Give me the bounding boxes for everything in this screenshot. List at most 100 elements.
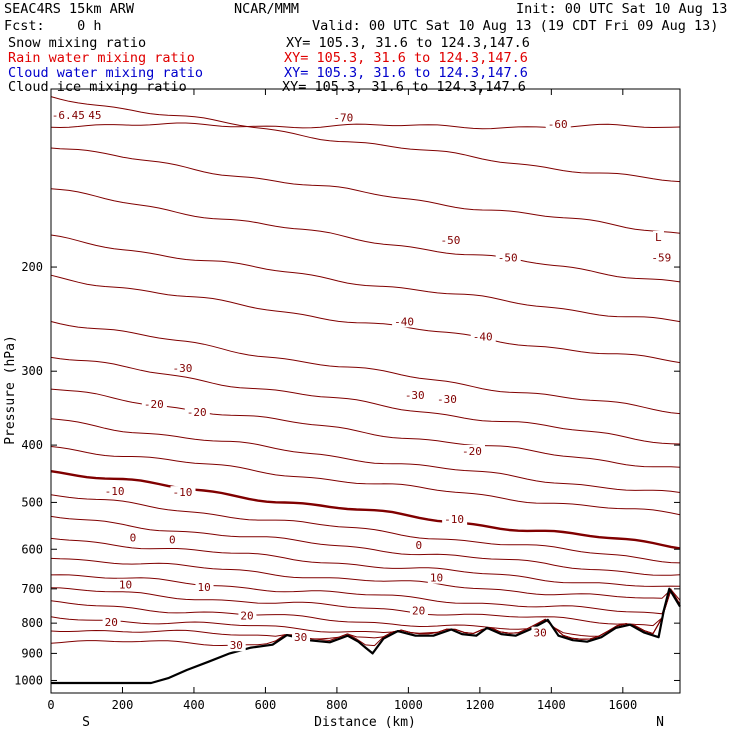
y-tick-label: 400 bbox=[21, 438, 43, 452]
contour-label-bg bbox=[331, 111, 357, 124]
contour-label: -30 bbox=[173, 362, 193, 375]
contour-label-bg bbox=[170, 362, 196, 375]
y-tick-label: 1000 bbox=[14, 673, 43, 687]
contour-label: 0 bbox=[130, 532, 137, 545]
contour-label-bg bbox=[442, 513, 468, 526]
contour-label: L bbox=[655, 231, 662, 244]
contour-label-bg bbox=[649, 251, 675, 264]
plot-frame bbox=[50, 88, 681, 694]
contour-label-bg bbox=[652, 230, 664, 243]
contour-label: -59 bbox=[651, 252, 671, 265]
contour-label: -30 bbox=[437, 393, 457, 406]
contour-label: 10 bbox=[198, 581, 211, 594]
y-tick-label: 300 bbox=[21, 364, 43, 378]
contour-label-bg bbox=[102, 485, 128, 498]
contour-line bbox=[50, 321, 681, 415]
y-tick-label: 700 bbox=[21, 582, 43, 596]
forecast-hour: Fcst: 0 h bbox=[4, 18, 102, 34]
contour-label-bg bbox=[116, 578, 135, 591]
contour-label: 0 bbox=[416, 539, 423, 552]
x-tick-label: 800 bbox=[326, 698, 348, 712]
contour-line bbox=[50, 446, 681, 516]
x-tick-label: 1000 bbox=[394, 698, 423, 712]
contour-label-bg bbox=[409, 604, 428, 617]
contour-label-bg bbox=[238, 609, 257, 622]
contour-label: -6.45 bbox=[52, 109, 85, 122]
contour-label-bg bbox=[195, 580, 214, 593]
contour-line bbox=[50, 588, 681, 637]
contour-label-bg bbox=[127, 531, 139, 544]
x-tick-label: 1600 bbox=[608, 698, 637, 712]
contour-label: 20 bbox=[412, 604, 425, 617]
contour-label: -30 bbox=[405, 389, 425, 402]
contour-line bbox=[50, 274, 681, 364]
contour-label: 30 bbox=[230, 639, 243, 652]
contour-label-bg bbox=[227, 639, 246, 652]
contour-label: -50 bbox=[441, 234, 461, 247]
terrain-profile bbox=[51, 587, 681, 685]
contour-label-bg bbox=[102, 616, 121, 629]
contour-label: 10 bbox=[119, 579, 132, 592]
contour-label: 20 bbox=[105, 616, 118, 629]
contour-label: -20 bbox=[144, 398, 164, 411]
contour-label: -20 bbox=[462, 445, 482, 458]
contour-line bbox=[50, 470, 681, 550]
contour-label-bg bbox=[392, 315, 418, 328]
field-xy-snow: XY= 105.3, 31.6 to 124.3,147.6 bbox=[286, 35, 530, 51]
contour-line bbox=[50, 122, 681, 130]
y-tick-label: 900 bbox=[21, 646, 43, 660]
contour-label: 30 bbox=[533, 627, 546, 640]
y-tick-label: 500 bbox=[21, 495, 43, 509]
contour-label-bg bbox=[184, 406, 210, 419]
contour-label-bg bbox=[438, 233, 464, 246]
contour-label-bg bbox=[434, 392, 460, 405]
x-tick-label: 200 bbox=[112, 698, 134, 712]
contour-line bbox=[50, 234, 681, 323]
contour-line bbox=[50, 188, 681, 283]
field-name-snow: Snow mixing ratio bbox=[8, 35, 147, 51]
contour-label: -50 bbox=[498, 252, 518, 265]
contour-line bbox=[50, 537, 681, 587]
contour-line bbox=[50, 494, 681, 564]
contour-label: -10 bbox=[173, 486, 193, 499]
field-name-rain: Rain water mixing ratio bbox=[8, 50, 195, 66]
x-tick-label: 600 bbox=[255, 698, 277, 712]
contour-labels: -76.45-6.45-70-60-50-50L-59-40-40-30-30-… bbox=[49, 109, 675, 652]
contour-label-bg bbox=[545, 118, 571, 131]
contour-line bbox=[50, 515, 681, 576]
contour-line bbox=[50, 557, 681, 601]
contour-label: -40 bbox=[473, 330, 493, 343]
contour-label-bg bbox=[459, 444, 485, 457]
field-name-cloud-ice: Cloud ice mixing ratio bbox=[8, 79, 187, 95]
contour-label-bg bbox=[292, 631, 311, 644]
contour-label: -10 bbox=[444, 513, 464, 526]
contour-lines bbox=[50, 96, 681, 647]
contour-label: 20 bbox=[240, 609, 253, 622]
contour-label: 10 bbox=[430, 572, 443, 585]
contour-label-bg bbox=[170, 486, 196, 499]
contour-line bbox=[50, 588, 681, 647]
contour-label: -10 bbox=[105, 485, 125, 498]
axes: 0 200 400 600 800 1000 1200 1400 160020030040050… bbox=[14, 89, 680, 712]
field-xy-cloud-ice: XY= 105.3, 31.6 to 124.3,147.6 bbox=[282, 79, 526, 95]
contour-label-bg bbox=[141, 398, 167, 411]
terrain-line bbox=[51, 587, 681, 685]
x-tick-label: 1200 bbox=[465, 698, 494, 712]
contour-label-bg bbox=[495, 251, 521, 264]
contour-label-bg bbox=[531, 626, 550, 639]
model-title: SEAC4RS 15km ARW bbox=[4, 1, 135, 17]
contour-label-bg bbox=[413, 538, 425, 551]
contour-line bbox=[50, 587, 681, 627]
y-tick-label: 200 bbox=[21, 260, 43, 274]
y-tick-label: 800 bbox=[21, 616, 43, 630]
contour-label-bg bbox=[470, 330, 496, 343]
contour-label: 0 bbox=[169, 534, 176, 547]
contour-label-bg bbox=[49, 109, 89, 122]
contour-line bbox=[50, 356, 681, 445]
valid-time: Valid: 00 UTC Sat 10 Aug 13 (19 CDT Fri … bbox=[312, 18, 719, 34]
x-axis-label: Distance (km) bbox=[314, 715, 416, 730]
endpoint-label-south: S bbox=[82, 715, 90, 730]
contour-label-bg bbox=[427, 571, 446, 584]
contour-line bbox=[50, 96, 681, 183]
